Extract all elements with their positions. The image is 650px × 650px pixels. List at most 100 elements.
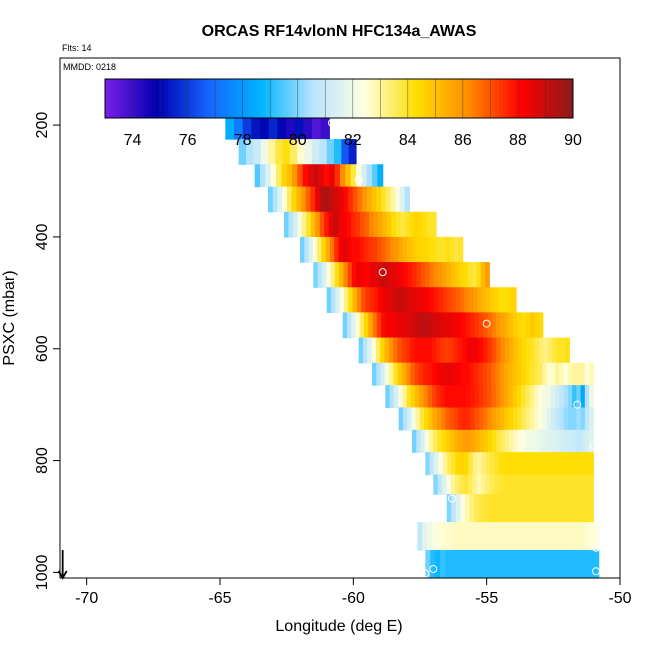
heatmap-cell-15-30 <box>563 474 568 495</box>
colorbar-segment-73 <box>389 79 395 118</box>
colorbar-segment-23 <box>194 79 200 118</box>
heatmap-cell-10-9 <box>410 362 416 386</box>
colorbar-segment-11 <box>147 79 153 118</box>
heatmap-cell-11-14 <box>444 385 450 409</box>
heatmap-cell-6-33 <box>454 262 460 288</box>
colorbar-segment-71 <box>381 79 387 118</box>
colorbar-tick-label-5: 84 <box>399 132 417 149</box>
heatmap-cell-18-33 <box>588 550 595 578</box>
chart-title: ORCAS RF14vlonN HFC134a_AWAS <box>202 23 477 40</box>
heatmap-cell-5-11 <box>347 236 352 263</box>
heatmap-cell-9-8 <box>393 337 398 364</box>
heatmap-cell-5-0 <box>300 236 305 263</box>
heatmap-cell-10-15 <box>435 362 441 386</box>
heatmap-cell-15-24 <box>537 474 543 495</box>
colorbar-segment-60 <box>339 79 344 118</box>
heatmap-cell-6-4 <box>330 262 336 288</box>
colorbar-segment-56 <box>323 79 328 118</box>
heatmap-cell-5-5 <box>321 236 327 263</box>
heatmap-cell-16-19 <box>533 494 539 523</box>
heatmap-cell-14-13 <box>481 452 487 476</box>
colorbar-segment-92 <box>463 79 469 118</box>
heatmap-cell-13-27 <box>525 429 531 453</box>
heatmap-cell-12-13 <box>453 407 459 431</box>
heatmap-cell-17-20 <box>515 522 521 551</box>
heatmap-cell-13-3 <box>424 429 430 453</box>
heatmap-cell-9-6 <box>384 337 390 364</box>
heatmap-cell-10-1 <box>376 362 382 386</box>
colorbar-tick-label-0: 74 <box>124 132 142 149</box>
heatmap-cell-12-34 <box>542 407 548 431</box>
heatmap-cell-6-24 <box>416 262 422 288</box>
heatmap-cell-6-19 <box>394 262 400 288</box>
heatmap-cell-7-36 <box>481 287 487 314</box>
heatmap-cell-16-2 <box>455 494 462 523</box>
heatmap-cell-6-27 <box>429 262 435 288</box>
heatmap-cell-10-21 <box>461 362 467 386</box>
heatmap-cell-18-29 <box>568 550 575 578</box>
heatmap-cell-9-2 <box>367 337 373 364</box>
heatmap-cell-7-31 <box>460 287 465 314</box>
heatmap-cell-14-8 <box>459 452 465 476</box>
heatmap-cell-12-14 <box>457 407 463 431</box>
heatmap-cell-16-26 <box>565 494 572 523</box>
heatmap-cell-6-18 <box>390 262 396 288</box>
heatmap-cell-10-49 <box>580 362 586 386</box>
colorbar-segment-113 <box>545 79 551 118</box>
colorbar-segment-110 <box>534 79 539 118</box>
heatmap-cell-4-4 <box>301 211 307 238</box>
heatmap-cell-8-36 <box>495 312 501 339</box>
heatmap-cell-7-5 <box>348 287 354 314</box>
heatmap-cell-17-11 <box>471 522 477 551</box>
colorbar-segment-5 <box>124 79 129 118</box>
heatmap-cell-3-16 <box>343 186 349 213</box>
heatmap-cell-9-43 <box>543 337 549 364</box>
heatmap-cell-9-26 <box>470 337 476 364</box>
heatmap-cell-1-7 <box>290 139 298 165</box>
heatmap-cell-18-13 <box>489 550 496 578</box>
heatmap-cell-5-34 <box>445 236 451 263</box>
heatmap-cell-8-16 <box>410 312 416 339</box>
y-tick-label-3: 800 <box>34 447 51 474</box>
heatmap-cell-11-17 <box>457 385 463 409</box>
colorbar-segment-31 <box>225 79 231 118</box>
heatmap-cell-11-33 <box>525 385 531 409</box>
heatmap-cell-15-33 <box>576 474 581 495</box>
heatmap-cell-17-32 <box>574 522 580 551</box>
heatmap-cell-7-23 <box>425 287 431 314</box>
sample-point-9 <box>581 273 590 282</box>
heatmap-cell-16-17 <box>524 494 530 523</box>
heatmap-cell-1-3 <box>260 139 269 165</box>
heatmap-cell-12-2 <box>407 407 412 431</box>
heatmap-cell-18-25 <box>549 550 555 578</box>
heatmap-cell-13-42 <box>589 429 594 453</box>
heatmap-cell-8-19 <box>423 312 429 339</box>
heatmap-cell-0-11 <box>320 111 330 140</box>
heatmap-cell-11-1 <box>389 385 395 409</box>
heatmap-cell-0-3 <box>251 111 261 140</box>
colorbar-tick-label-1: 76 <box>179 132 197 149</box>
heatmap-cell-13-1 <box>416 429 422 453</box>
heatmap-cell-17-30 <box>564 522 570 551</box>
heatmap-cell-4-10 <box>328 211 334 238</box>
heatmap-cell-15-0 <box>433 474 439 495</box>
colorbar-segment-77 <box>405 79 410 118</box>
heatmap-cell-9-12 <box>410 337 416 364</box>
heatmap-cell-13-37 <box>568 429 573 453</box>
heatmap-cell-17-17 <box>500 522 507 551</box>
heatmap-cell-13-7 <box>441 429 447 453</box>
sample-point-3 <box>328 118 336 127</box>
heatmap-cell-13-23 <box>508 429 514 453</box>
sample-point-14 <box>429 565 438 574</box>
heatmap-cell-13-36 <box>563 429 569 453</box>
heatmap-cell-1-6 <box>282 139 291 165</box>
heatmap-cell-8-23 <box>440 312 446 339</box>
colorbar-segment-119 <box>569 79 574 118</box>
heatmap-cell-14-27 <box>541 452 547 476</box>
colorbar-segment-36 <box>245 79 250 118</box>
heatmap-cell-14-22 <box>520 452 526 476</box>
heatmap-cell-17-12 <box>476 522 482 551</box>
heatmap-cell-14-0 <box>425 452 431 476</box>
heatmap-cell-3-8 <box>305 186 311 213</box>
heatmap-cell-3-6 <box>296 186 302 213</box>
